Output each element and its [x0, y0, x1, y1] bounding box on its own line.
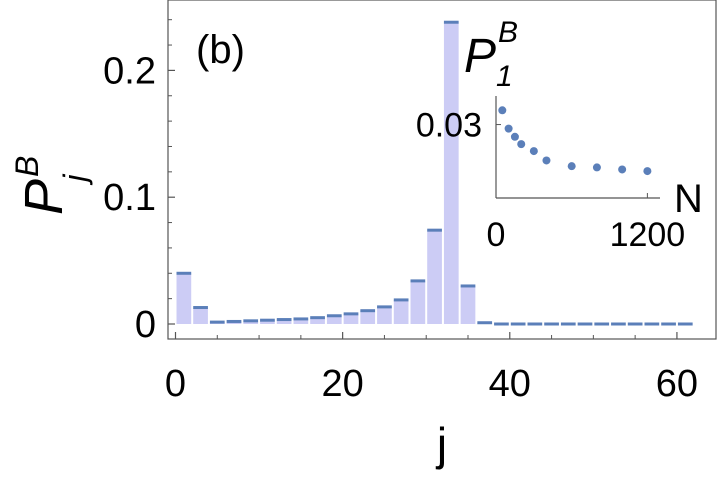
x-tick-label: 0 — [165, 363, 186, 405]
inset-x-axis-label: N — [674, 177, 703, 221]
panel-label: (b) — [196, 28, 245, 72]
inset-title-sub: 1 — [496, 60, 513, 93]
bar — [360, 310, 376, 324]
bar — [176, 273, 192, 324]
inset-title: PB 1 — [464, 16, 518, 93]
inset-point — [529, 147, 538, 156]
bar — [243, 320, 259, 324]
bar — [443, 22, 459, 324]
svg-text:PBj: PBj — [9, 156, 93, 215]
inset-point — [517, 140, 526, 149]
inset-ticks: 0 1200 0.03 — [416, 107, 685, 254]
inset-point — [504, 124, 513, 133]
inset-point — [510, 132, 519, 141]
inset-point — [498, 106, 507, 115]
x-tick-label: 60 — [656, 363, 698, 405]
main-ticks: 0 20 40 60 0 0.1 0.2 — [103, 19, 698, 405]
inset-point — [643, 167, 652, 176]
bar — [326, 315, 342, 324]
y-tick-label: 0 — [135, 304, 156, 346]
y-axis-label-sup: B — [9, 156, 45, 177]
y-axis-label-base: P — [14, 179, 74, 215]
inset-title-sup: B — [498, 16, 518, 49]
bar — [343, 313, 359, 324]
bar — [377, 306, 392, 324]
inset-y-tick-label: 0.03 — [416, 107, 482, 145]
y-tick-label: 0.2 — [103, 50, 156, 92]
inset-x-tick-label: 1200 — [610, 216, 686, 254]
x-axis-label: j — [435, 418, 447, 470]
bar — [276, 319, 292, 324]
y-axis-label: PBj — [9, 156, 93, 215]
inset-x-tick-label: 0 — [487, 216, 506, 254]
inset-points — [498, 106, 652, 176]
x-tick-label: 20 — [322, 363, 364, 405]
bar — [193, 307, 208, 324]
inset-point — [542, 156, 551, 165]
bar — [260, 320, 275, 324]
inset-point — [618, 165, 627, 174]
bar — [460, 285, 476, 324]
bar — [427, 230, 442, 324]
bars — [176, 20, 693, 326]
bar — [393, 299, 409, 324]
inset-point — [567, 162, 576, 171]
plot-frame — [167, 0, 717, 340]
y-tick-label: 0.1 — [103, 177, 156, 219]
bar — [310, 317, 325, 324]
x-tick-label: 40 — [489, 363, 531, 405]
bar — [293, 318, 309, 324]
bar — [410, 280, 426, 324]
inset-plot: 0 1200 0.03 PB 1 N — [416, 16, 703, 254]
inset-point — [592, 163, 601, 172]
inset-title-base: P — [464, 30, 496, 83]
